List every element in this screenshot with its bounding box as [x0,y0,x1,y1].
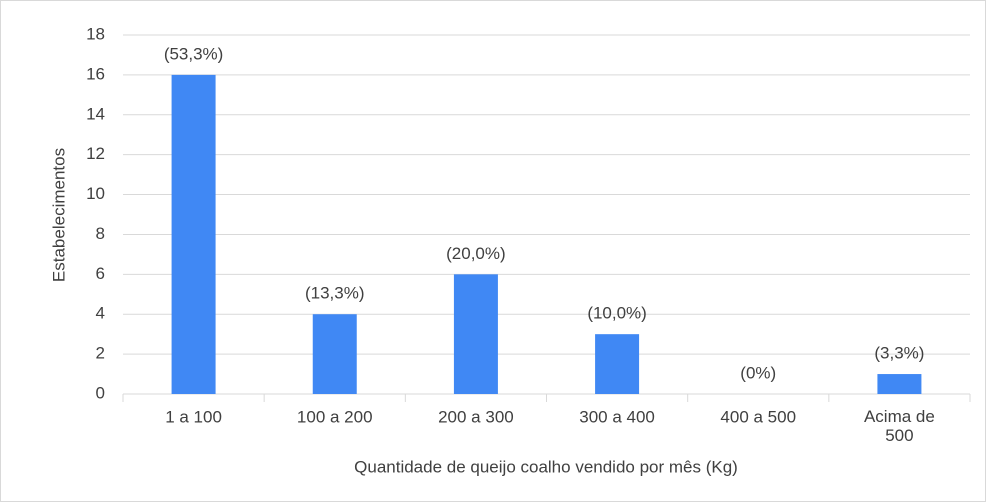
y-tick-label: 14 [86,104,105,123]
bar [877,374,922,394]
bar [595,334,640,394]
bar-annotation: (13,3%) [305,284,365,303]
y-axis-label: Estabelecimentos [49,148,68,282]
y-tick-label: 6 [96,264,105,283]
y-tick-label: 4 [96,304,105,323]
bar-annotation: (10,0%) [587,304,647,323]
bar [453,274,498,394]
bar-annotation: (0%) [740,363,776,382]
bar [171,74,216,394]
x-axis-label: Quantidade de queijo coalho vendido por … [354,457,738,476]
x-tick-label: 300 a 400 [579,407,655,426]
bar-annotation: (53,3%) [164,44,224,63]
bar-annotation: (20,0%) [446,244,506,263]
bar-annotation: (3,3%) [874,344,924,363]
y-tick-label: 10 [86,184,105,203]
y-tick-label: 18 [86,24,105,43]
x-tick-label: 100 a 200 [297,407,373,426]
y-tick-label: 0 [96,383,105,402]
x-tick-label: Acima de 500 [864,407,935,445]
y-tick-label: 12 [86,144,105,163]
y-tick-label: 2 [96,344,105,363]
x-tick-label: 200 a 300 [438,407,514,426]
y-tick-label: 16 [86,64,105,83]
y-tick-label: 8 [96,224,105,243]
x-tick-label: 1 a 100 [165,407,222,426]
bar [312,314,357,394]
x-tick-label: 400 a 500 [720,407,796,426]
